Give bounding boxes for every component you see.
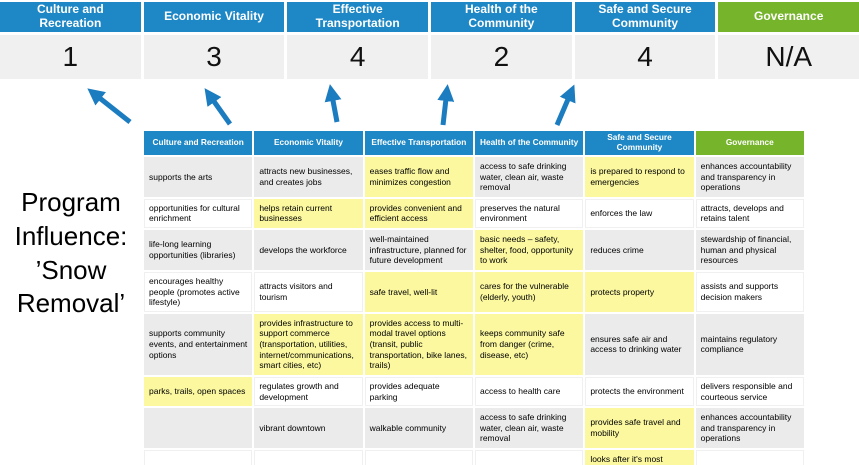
matrix-row-8: looks after it's most vulnerable	[144, 450, 804, 465]
category-header-safe-and-secure-community: Safe and Secure Community	[574, 2, 716, 32]
matrix-cell-highlighted: keeps community safe from danger (crime,…	[474, 313, 584, 375]
arrow-health-community-icon	[437, 84, 455, 126]
matrix-cell: supports community events, and entertain…	[144, 313, 253, 375]
score-row: 1 3 4 2 4 N/A	[0, 35, 859, 79]
category-header-effective-transportation: Effective Transportation	[287, 2, 429, 32]
matrix-header-safe-and-secure-community: Safe and Secure Community	[585, 131, 694, 155]
score-health-of-the-community: 2	[431, 35, 572, 79]
matrix-cell-highlighted: basic needs – safety, shelter, food, opp…	[474, 230, 584, 270]
influence-matrix: Culture and Recreation Economic Vitality E…	[142, 129, 806, 465]
matrix-cell	[144, 450, 253, 465]
matrix-cell	[474, 450, 584, 465]
category-header-culture-and-recreation: Culture and Recreation	[0, 2, 141, 32]
category-header-governance: Governance	[718, 2, 859, 32]
matrix-row-7: vibrant downtown walkable community access…	[144, 408, 804, 449]
matrix-cell-highlighted: provides infrastructure to support comme…	[254, 313, 363, 375]
score-effective-transportation: 4	[287, 35, 429, 79]
matrix-cell: access to health care	[474, 376, 584, 407]
matrix-cell: enforces the law	[585, 198, 694, 229]
matrix-cell: attracts new businesses, and creates job…	[254, 156, 363, 197]
matrix-cell-highlighted: looks after it's most vulnerable	[585, 450, 694, 465]
matrix-cell-highlighted: provides access to multi-modal travel op…	[364, 313, 473, 375]
influence-arrows	[87, 84, 576, 126]
matrix-row-6: parks, trails, open spaces regulates grow…	[144, 376, 804, 407]
score-economic-vitality: 3	[143, 35, 285, 79]
matrix-cell: regulates growth and development	[254, 376, 363, 407]
matrix-cell: life-long learning opportunities (librar…	[144, 230, 253, 270]
matrix-cell: delivers responsible and courteous servi…	[695, 376, 804, 407]
matrix-body: supports the arts attracts new businesses…	[144, 156, 804, 465]
matrix-cell: access to safe drinking water, clean air…	[474, 156, 584, 197]
matrix-cell: provides adequate parking	[364, 376, 473, 407]
matrix-cell: ensures safe air and access to drinking …	[585, 313, 694, 375]
matrix-cell-highlighted: is prepared to respond to emergencies	[585, 156, 694, 197]
matrix-row-5: supports community events, and entertain…	[144, 313, 804, 375]
matrix-header-culture-and-recreation: Culture and Recreation	[144, 131, 253, 155]
matrix-cell: stewardship of financial, human and phys…	[695, 230, 804, 270]
matrix-cell: vibrant downtown	[254, 408, 363, 449]
category-header-row: Culture and Recreation Economic Vitality E…	[0, 2, 859, 32]
matrix-cell: supports the arts	[144, 156, 253, 197]
arrow-culture-recreation-icon	[87, 88, 132, 124]
arrow-economic-vitality-icon	[204, 88, 233, 126]
matrix-cell-highlighted: safe travel, well-lit	[364, 271, 473, 312]
matrix-cell: enhances accountability and transparency…	[695, 156, 804, 197]
score-safe-and-secure-community: 4	[574, 35, 716, 79]
matrix-cell-highlighted: provides convenient and efficient access	[364, 198, 473, 229]
matrix-row-1: supports the arts attracts new businesses…	[144, 156, 804, 197]
matrix-header-governance: Governance	[695, 131, 804, 155]
matrix-cell-highlighted: protects property	[585, 271, 694, 312]
score-culture-and-recreation: 1	[0, 35, 141, 79]
matrix-cell	[364, 450, 473, 465]
matrix-cell	[144, 408, 253, 449]
matrix-cell	[695, 450, 804, 465]
matrix-cell: attracts visitors and tourism	[254, 271, 363, 312]
matrix-row-3: life-long learning opportunities (librar…	[144, 230, 804, 270]
matrix-cell: attracts, develops and retains talent	[695, 198, 804, 229]
matrix-cell-highlighted: provides safe travel and mobility	[585, 408, 694, 449]
score-governance: N/A	[718, 35, 859, 79]
matrix-cell: develops the workforce	[254, 230, 363, 270]
matrix-cell-highlighted: cares for the vulnerable (elderly, youth…	[474, 271, 584, 312]
matrix-cell: protects the environment	[585, 376, 694, 407]
matrix-cell: maintains regulatory compliance	[695, 313, 804, 375]
matrix-cell-highlighted: helps retain current businesses	[254, 198, 363, 229]
matrix-cell: enhances accountability and transparency…	[695, 408, 804, 449]
category-header-economic-vitality: Economic Vitality	[143, 2, 285, 32]
matrix-row-4: encourages healthy people (promotes acti…	[144, 271, 804, 312]
matrix-cell	[254, 450, 363, 465]
arrow-effective-transport-icon	[324, 84, 342, 123]
matrix-header-health-of-the-community: Health of the Community	[474, 131, 584, 155]
program-title: Program Influence: ’Snow Removal’	[14, 187, 128, 319]
matrix-cell: assists and supports decision makers	[695, 271, 804, 312]
arrow-safe-secure-icon	[554, 84, 576, 126]
matrix-cell: encourages healthy people (promotes acti…	[144, 271, 253, 312]
matrix-cell: well-maintained infrastructure, planned …	[364, 230, 473, 270]
matrix-cell: preserves the natural environment	[474, 198, 584, 229]
matrix-header-economic-vitality: Economic Vitality	[254, 131, 363, 155]
matrix-header-effective-transportation: Effective Transportation	[364, 131, 473, 155]
category-header-health-of-the-community: Health of the Community	[431, 2, 572, 32]
matrix-cell: walkable community	[364, 408, 473, 449]
matrix-cell-highlighted: eases traffic flow and minimizes congest…	[364, 156, 473, 197]
matrix-cell: opportunities for cultural enrichment	[144, 198, 253, 229]
matrix-cell: reduces crime	[585, 230, 694, 270]
matrix-cell-highlighted: parks, trails, open spaces	[144, 376, 253, 407]
matrix-header-row: Culture and Recreation Economic Vitality E…	[144, 131, 804, 155]
matrix-row-2: opportunities for cultural enrichment hel…	[144, 198, 804, 229]
matrix-cell: access to safe drinking water, clean air…	[474, 408, 584, 449]
